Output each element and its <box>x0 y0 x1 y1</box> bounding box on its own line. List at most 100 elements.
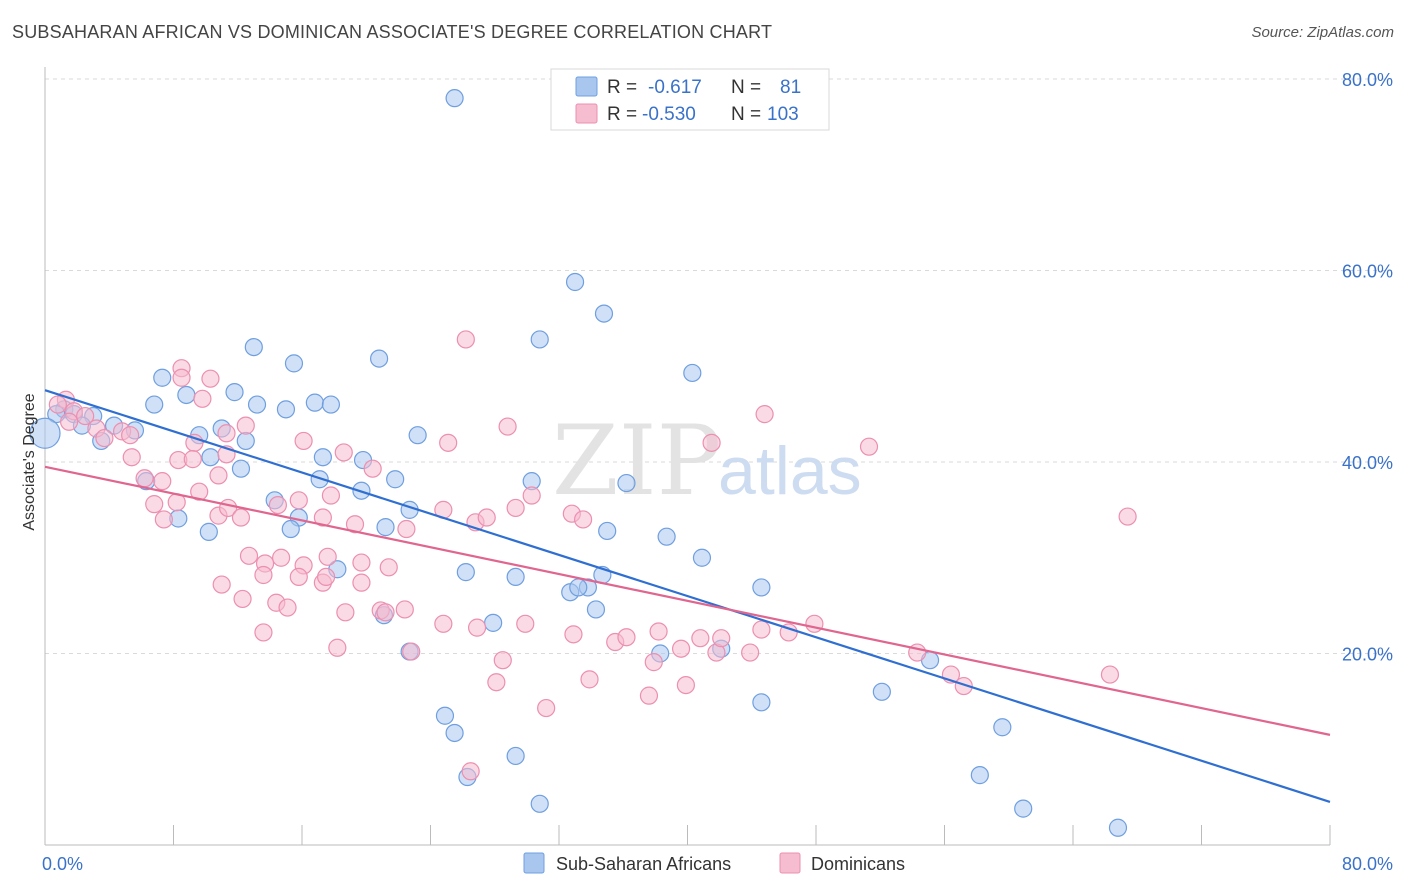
data-point <box>236 431 255 451</box>
data-point <box>752 693 771 712</box>
data-point <box>284 354 304 373</box>
data-point <box>363 459 382 478</box>
data-point <box>1100 665 1120 684</box>
data-point <box>121 426 140 445</box>
watermark: ZIP atlas <box>552 405 862 517</box>
data-point <box>395 600 414 619</box>
data-point <box>683 363 702 383</box>
y-tick-label: 40.0% <box>1342 453 1393 473</box>
grid-lines <box>45 78 1392 654</box>
data-point <box>537 698 556 718</box>
data-point <box>352 553 371 572</box>
data-point <box>657 527 676 546</box>
data-point <box>318 547 337 566</box>
legend-n-value-2: 103 <box>767 104 799 125</box>
x-tick-labels: 0.0% 80.0% <box>42 854 1393 874</box>
axes <box>44 67 1331 846</box>
trend-line-subsaharan <box>44 389 1331 803</box>
data-point <box>281 519 300 539</box>
data-point <box>172 368 191 387</box>
data-point <box>498 417 517 436</box>
data-point <box>209 466 228 485</box>
data-point <box>506 498 525 518</box>
y-tick-label: 80.0% <box>1342 70 1393 90</box>
data-point <box>153 472 172 491</box>
data-point <box>59 412 79 431</box>
data-point <box>397 519 416 539</box>
data-point <box>239 546 259 565</box>
series-dominican-points <box>48 330 1137 781</box>
data-point <box>289 491 308 510</box>
data-point <box>859 437 879 456</box>
data-point <box>573 510 593 529</box>
data-point <box>135 469 154 488</box>
data-point <box>439 433 458 452</box>
data-point <box>644 653 663 672</box>
data-point <box>408 426 427 445</box>
correlation-legend: R = -0.617 N = 81 R = -0.530 N = 103 <box>550 68 830 131</box>
legend-r-value-1: -0.617 <box>648 77 702 98</box>
data-point <box>328 638 347 657</box>
data-point <box>586 600 606 619</box>
data-point <box>435 706 455 725</box>
data-point <box>190 482 209 501</box>
data-point <box>336 603 355 622</box>
watermark-atlas: atlas <box>718 433 862 509</box>
data-point <box>741 643 760 662</box>
data-point <box>201 448 220 467</box>
data-point <box>456 563 475 582</box>
data-point <box>598 521 617 541</box>
data-point <box>712 629 731 648</box>
data-point <box>580 670 599 689</box>
data-point <box>805 614 824 633</box>
data-point <box>122 448 141 467</box>
data-point <box>522 486 541 505</box>
data-point <box>313 508 332 527</box>
legend-r-label-1: R = <box>607 77 637 98</box>
data-point <box>477 508 496 527</box>
data-point <box>872 682 891 701</box>
data-point <box>48 395 67 414</box>
data-point <box>247 395 267 414</box>
data-point <box>970 766 989 785</box>
data-point <box>594 304 614 323</box>
legend-swatch-subsaharan <box>575 76 598 97</box>
data-point <box>254 565 273 585</box>
data-point <box>516 614 535 633</box>
data-point <box>294 431 313 451</box>
trend-lines <box>44 389 1331 803</box>
legend-n-label-1: N = <box>731 77 761 98</box>
data-point <box>352 573 371 592</box>
data-point <box>530 330 549 349</box>
legend-r-value-2: -0.530 <box>642 104 696 125</box>
data-point <box>321 395 341 414</box>
y-tick-labels: 20.0% 40.0% 60.0% 80.0% <box>1342 70 1393 665</box>
source-label: Source: ZipAtlas.com <box>1251 24 1394 41</box>
data-point <box>379 558 398 577</box>
data-point <box>467 618 487 637</box>
data-point <box>617 628 636 647</box>
x-tick-label: 0.0% <box>42 854 83 874</box>
data-point <box>199 522 218 541</box>
data-point <box>691 629 710 648</box>
data-point <box>755 405 774 424</box>
bottom-legend-label-subsaharan: Sub-Saharan Africans <box>556 854 731 874</box>
x-tick-label: 80.0% <box>1342 854 1393 874</box>
data-point <box>954 676 973 696</box>
data-point <box>95 428 114 448</box>
data-point <box>193 389 212 408</box>
data-point <box>1014 799 1033 818</box>
data-point <box>376 518 395 537</box>
data-point <box>752 620 771 639</box>
data-point <box>402 642 421 661</box>
data-point <box>649 622 668 641</box>
data-point <box>671 639 691 658</box>
data-point <box>370 349 389 368</box>
data-point <box>564 625 583 644</box>
data-point <box>456 330 475 349</box>
data-point <box>530 794 549 813</box>
data-point <box>29 417 61 449</box>
data-point <box>233 589 252 609</box>
data-point <box>493 651 512 670</box>
